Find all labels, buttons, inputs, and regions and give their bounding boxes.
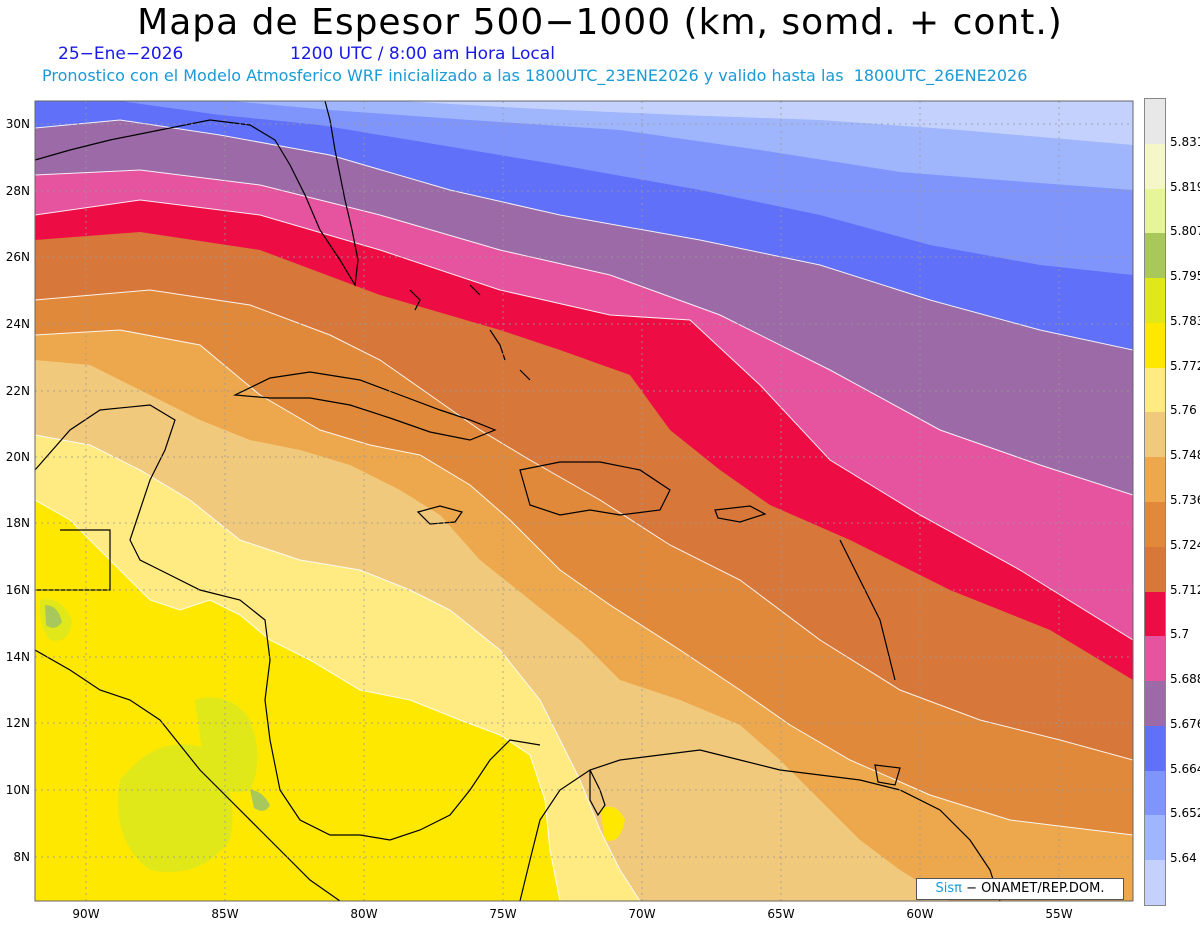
color-scale-label: 5.748 bbox=[1170, 448, 1200, 463]
band-5807 bbox=[45, 605, 62, 628]
organization-text: − ONAMET/REP.DOM. bbox=[966, 881, 1105, 896]
color-scale-segment bbox=[1145, 725, 1165, 772]
contour-lines bbox=[35, 119, 1133, 901]
lat-label: 30N bbox=[6, 117, 30, 131]
color-scale-label: 5.772 bbox=[1170, 358, 1200, 373]
lat-label: 22N bbox=[6, 384, 30, 398]
color-scale-segment bbox=[1145, 770, 1165, 816]
color-scale-segment bbox=[1145, 860, 1165, 906]
lat-label: 26N bbox=[6, 250, 30, 264]
color-scale-label: 5.736 bbox=[1170, 493, 1200, 507]
lat-label: 16N bbox=[6, 583, 30, 597]
lat-label: 24N bbox=[6, 317, 30, 331]
color-scale-label: 5.664 bbox=[1170, 761, 1200, 776]
lat-labels: 30N 28N 26N 24N 22N 20N 18N 16N 14N 12N … bbox=[6, 117, 30, 864]
color-scale-segment bbox=[1145, 815, 1165, 861]
lat-label: 14N bbox=[6, 650, 30, 664]
lon-label: 65W bbox=[767, 907, 794, 921]
lat-label: 18N bbox=[6, 516, 30, 530]
color-scale-label: 5.831 bbox=[1170, 134, 1200, 149]
color-scale-label: 5.712 bbox=[1170, 582, 1200, 597]
color-scale-segment bbox=[1145, 502, 1165, 548]
lat-label: 10N bbox=[6, 783, 30, 797]
color-scale-label: 5.652 bbox=[1170, 806, 1200, 821]
color-scale-label: 5.676 bbox=[1170, 716, 1200, 731]
color-scale-segment bbox=[1145, 636, 1165, 682]
forecast-time: 1200 UTC / 8:00 am Hora Local bbox=[290, 44, 555, 64]
color-scale-segment bbox=[1145, 278, 1165, 324]
lat-lon-grid bbox=[35, 101, 1133, 901]
color-scale-label: 5.724 bbox=[1170, 537, 1200, 552]
color-scale-segment bbox=[1145, 457, 1165, 503]
lon-label: 80W bbox=[350, 907, 377, 921]
color-scale-label: 5.64 bbox=[1170, 851, 1197, 866]
color-scale-label: 5.795 bbox=[1170, 269, 1200, 284]
color-scale-segment bbox=[1145, 546, 1165, 593]
color-scale-segment bbox=[1145, 591, 1165, 637]
credit-box: Sisπ − ONAMET/REP.DOM. bbox=[916, 878, 1124, 900]
color-scale-bar bbox=[1144, 98, 1166, 906]
color-scale-segment bbox=[1145, 412, 1165, 458]
lon-label: 90W bbox=[72, 907, 99, 921]
lon-label: 75W bbox=[489, 907, 516, 921]
lon-label: 55W bbox=[1045, 907, 1072, 921]
color-scale-segment bbox=[1145, 322, 1165, 369]
lat-label: 20N bbox=[6, 450, 30, 464]
color-scale-segment bbox=[1145, 99, 1165, 145]
lat-label: 12N bbox=[6, 716, 30, 730]
coastlines bbox=[35, 101, 1001, 901]
thickness-fields bbox=[35, 101, 1133, 901]
color-scale-segment bbox=[1145, 143, 1165, 190]
color-scale-label: 5.76 bbox=[1170, 403, 1197, 418]
band-5783-b bbox=[600, 806, 625, 841]
color-scale-segment bbox=[1145, 188, 1165, 234]
color-scale-segment bbox=[1145, 681, 1165, 727]
color-scale-segment bbox=[1145, 367, 1165, 413]
color-scale-label: 5.819 bbox=[1170, 179, 1200, 194]
lat-label: 28N bbox=[6, 184, 30, 198]
color-scale-label: 5.783 bbox=[1170, 313, 1200, 328]
brand-logo-text: Sisπ bbox=[935, 881, 962, 896]
lon-labels: 90W 85W 80W 75W 70W 65W 60W 55W bbox=[72, 907, 1072, 921]
forecast-date: 25−Ene−2026 bbox=[58, 44, 184, 64]
map-frame bbox=[34, 100, 1134, 902]
band-5795-b bbox=[195, 697, 258, 793]
forecast-description: Pronostico con el Modelo Atmosferico WRF… bbox=[42, 66, 1028, 85]
color-scale-segment bbox=[1145, 233, 1165, 279]
color-scale-label: 5.7 bbox=[1170, 627, 1190, 642]
band-5795 bbox=[118, 744, 233, 872]
band-5807-b bbox=[250, 790, 270, 811]
lon-label: 60W bbox=[906, 907, 933, 921]
lon-label: 70W bbox=[628, 907, 655, 921]
color-scale-label: 5.807 bbox=[1170, 224, 1200, 239]
lat-label: 8N bbox=[13, 850, 30, 864]
map-title: Mapa de Espesor 500−1000 (km, somd. + co… bbox=[137, 2, 1063, 43]
color-scale-label: 5.688 bbox=[1170, 672, 1200, 687]
lon-label: 85W bbox=[211, 907, 238, 921]
